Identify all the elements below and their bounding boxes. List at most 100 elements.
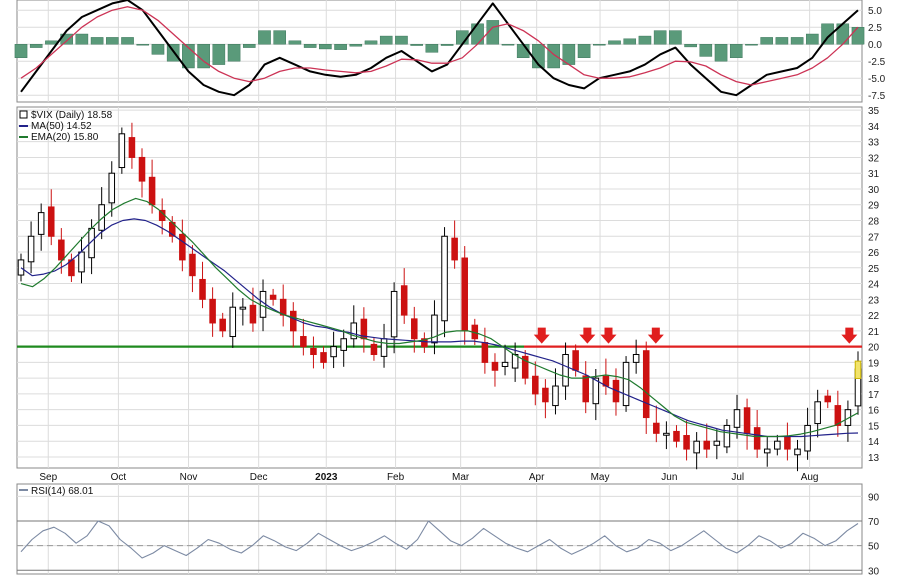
candle-up [663,432,670,436]
candle-up [431,314,438,344]
macd-histogram-bar [745,44,758,46]
candle-up [98,204,105,231]
candle-up [78,251,85,273]
candle-down [219,318,226,332]
candle-down [58,239,65,261]
macd-histogram-bar [638,35,652,45]
rsi-y-tick-label: 70 [868,517,880,528]
signal-line [20,6,859,86]
macd-histogram-bar [821,23,834,45]
macd-y-tick-label: -2.5 [868,57,886,68]
macd-lines [20,0,859,97]
macd-histogram-bar [790,37,804,45]
candle-up [774,440,781,450]
candle-down [532,375,539,395]
price-y-tick-label: 25 [868,264,880,275]
ema20-line [20,197,859,438]
candle-up [108,172,116,204]
candle-down [743,407,751,434]
macd-histogram-bar [151,44,165,55]
price-y-tick-label: 15 [868,421,880,432]
price-panel-frame [16,106,863,469]
macd-histogram-bar [319,44,332,50]
candle-up [794,448,801,456]
macd-histogram-bar [410,44,423,46]
price-y-tick-label: 18 [868,374,880,385]
macd-histogram-bar [29,44,43,48]
candle-up [844,409,852,426]
candle-down [128,137,136,158]
down-arrow-marker [600,327,617,344]
macd-histogram-bar [395,35,408,45]
candle-down [824,395,832,403]
candle-up [552,385,559,407]
price-y-tick-label: 33 [868,138,880,149]
macd-histogram-bar [547,44,560,69]
candle-down [753,427,761,450]
price-y-tick-label: 30 [868,185,880,196]
candle-down [703,440,711,450]
rsi-panel: 30 50 70 90 RSI(14) 68.01 [16,483,880,577]
macd-histogram-bar [684,44,697,48]
candle-down [290,310,297,332]
down-arrow-marker [841,327,858,344]
macd-histogram-bar [14,44,28,59]
price-y-tick-label: 28 [868,217,880,228]
x-tick-label: Mar [452,472,470,483]
macd-histogram-bar [303,44,317,48]
candle-down [421,338,428,348]
rsi-panel-frame [16,483,863,575]
candle-up [340,338,347,351]
macd-y-tick-label: 0.0 [868,40,882,51]
candle-up [229,306,237,338]
price-y-tick-label: 26 [868,248,880,259]
macd-histogram-bar [121,37,134,45]
rsi-line [20,520,859,559]
macd-histogram-bar [258,30,271,45]
x-tick-label: Aug [801,472,819,483]
macd-histogram-bar [501,44,515,46]
price-y-tick-label: 23 [868,295,880,306]
macd-y-tick-label: -7.5 [868,91,886,102]
macd-histogram-bar [227,44,241,62]
candle-up [693,440,700,454]
rsi-y-axis: 30 50 70 90 [868,492,880,577]
x-tick-label: Jul [731,472,744,483]
macd-panel: 5.0 2.5 0.0 -2.5 -5.0 -7.5 [14,0,886,103]
candle-down [138,156,146,182]
candle-up [27,235,35,263]
candle-down [400,285,408,316]
price-y-tick-label: 16 [868,406,880,417]
macd-line [20,0,859,97]
candle-down [411,318,418,340]
price-y-axis: 13 14 15 16 17 18 19 20 21 22 23 24 25 26 27 28 29 30 31 32… [868,106,880,464]
rsi-y-tick-label: 50 [868,542,880,553]
macd-histogram-bar [334,44,347,50]
macd-histogram-bar [273,30,286,45]
x-tick-label: 2023 [315,472,338,483]
candle-down [572,350,579,371]
price-y-tick-label: 13 [868,453,880,464]
candle-down [279,298,287,316]
moving-average-lines [20,197,859,438]
candle-down [582,375,589,403]
macd-y-tick-label: -5.0 [868,74,886,85]
legend-label: $VIX (Daily) 18.58 [31,110,113,121]
candle-up [723,424,731,448]
candle-down [521,355,529,379]
macd-histogram-bar [760,37,773,45]
macd-histogram-bar [577,44,591,59]
candle-up [733,409,741,428]
candle-down [179,233,186,261]
price-y-tick-label: 14 [868,437,880,448]
macd-histogram-bar [806,33,819,45]
x-tick-label: Sep [39,472,57,483]
macd-histogram-bar [775,37,789,45]
rsi-legend-label: RSI(14) 68.01 [31,486,94,497]
price-y-tick-label: 24 [868,280,880,291]
macd-histogram-bar [623,38,637,45]
macd-histogram-bar [714,44,728,62]
x-axis: Sep Oct Nov Dec 2023 Feb Mar Apr May Jun Jul Aug [39,472,818,483]
candle-up [622,361,630,407]
